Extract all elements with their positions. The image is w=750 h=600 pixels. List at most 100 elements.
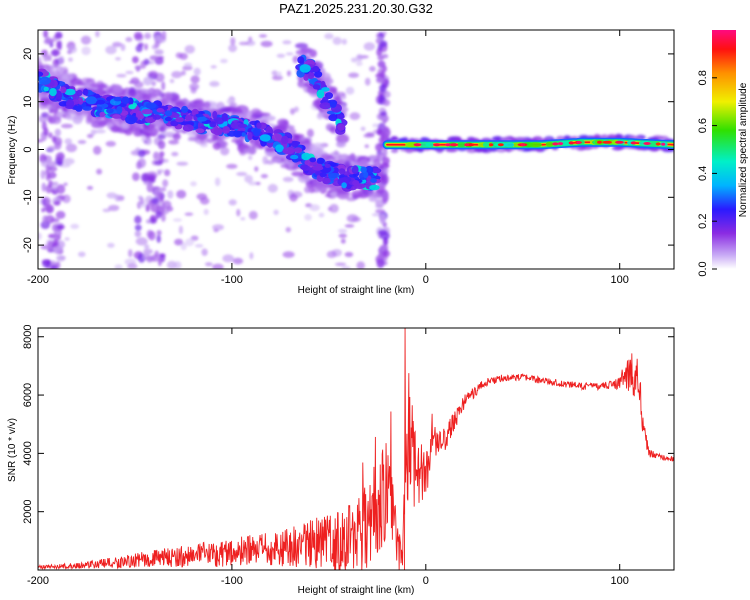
heatmap-cell xyxy=(105,140,117,147)
heatmap-cell xyxy=(358,159,369,167)
heatmap-cell xyxy=(98,120,107,127)
heatmap-cell xyxy=(245,40,256,46)
heatmap-cell xyxy=(161,213,166,222)
heatmap-cell xyxy=(81,46,91,56)
heatmap-cell xyxy=(341,38,347,45)
heatmap-cell xyxy=(64,237,70,241)
heatmap-cell xyxy=(76,89,83,97)
heatmap-cell xyxy=(306,128,314,138)
heatmap-cell xyxy=(290,108,295,115)
heatmap-cell xyxy=(378,115,388,121)
colorbar-tick-label: 0.2 xyxy=(697,214,709,229)
heatmap-cell xyxy=(169,78,175,84)
heatmap-cell xyxy=(114,264,123,269)
heatmap-cell xyxy=(236,208,241,217)
heatmap-cell xyxy=(382,179,389,184)
heatmap-cell xyxy=(48,180,53,188)
heatmap-cell xyxy=(190,235,199,241)
heatmap-cell xyxy=(334,262,347,266)
heatmap-cell xyxy=(285,227,291,233)
heatmap-cell xyxy=(271,133,283,142)
heatmap-cell xyxy=(319,72,331,82)
heatmap-cell xyxy=(433,143,441,147)
heatmap-cell xyxy=(162,131,175,136)
heatmap-cell xyxy=(164,116,172,122)
heatmap-cell xyxy=(182,124,194,132)
heatmap-cell xyxy=(158,253,166,258)
heatmap-cell xyxy=(615,140,624,144)
heatmap-cell xyxy=(38,56,42,62)
heatmap-cell xyxy=(157,191,163,200)
heatmap-cell xyxy=(282,251,295,258)
heatmap-cell xyxy=(212,111,218,119)
heatmap-cell xyxy=(66,115,75,121)
heatmap-cell xyxy=(376,130,386,135)
heatmap-cell xyxy=(383,79,388,85)
heatmap-cell xyxy=(243,147,257,155)
heatmap-cell xyxy=(293,147,303,154)
heatmap-cell xyxy=(162,179,169,188)
heatmap-cell xyxy=(371,167,382,174)
heatmap-cell xyxy=(282,176,294,182)
heatmap-cell xyxy=(116,73,127,78)
heatmap-cell xyxy=(273,209,279,215)
heatmap-cell xyxy=(156,230,162,236)
heatmap-cell xyxy=(328,114,339,122)
chart-title: PAZ1.2025.231.20.30.G32 xyxy=(279,1,433,16)
heatmap-cell xyxy=(375,199,385,208)
heatmap-cell xyxy=(377,36,383,42)
heatmap-cell xyxy=(112,41,123,48)
heatmap-cell xyxy=(382,250,390,258)
heatmap-cell xyxy=(277,71,282,78)
heatmap-cell xyxy=(157,133,166,140)
heatmap-cell xyxy=(60,123,73,129)
heatmap-cell xyxy=(377,56,385,61)
heatmap-cell xyxy=(179,52,188,60)
y-tick-label: 4000 xyxy=(22,441,34,465)
heatmap-cell xyxy=(125,115,137,125)
heatmap-cell xyxy=(320,80,326,89)
heatmap-cell xyxy=(184,45,195,54)
heatmap-cell xyxy=(40,169,46,180)
y-tick-label: 20 xyxy=(22,48,34,60)
heatmap-cell xyxy=(301,152,311,161)
heatmap-cell xyxy=(381,156,390,165)
heatmap-cell xyxy=(146,183,154,193)
heatmap-cell xyxy=(344,224,355,228)
heatmap-cell xyxy=(281,135,289,145)
heatmap-cell xyxy=(256,122,262,129)
heatmap-cell xyxy=(260,40,273,48)
heatmap-cell xyxy=(195,102,206,109)
heatmap-cell xyxy=(72,115,83,125)
heatmap-cell xyxy=(322,177,331,185)
heatmap-cell xyxy=(57,224,65,230)
heatmap-cell xyxy=(128,249,133,258)
heatmap-cell xyxy=(55,152,65,161)
heatmap-cell xyxy=(232,257,244,265)
heatmap-cell xyxy=(127,263,138,269)
heatmap-cell xyxy=(203,208,209,215)
heatmap-cell xyxy=(327,206,333,212)
heatmap-cell xyxy=(148,70,158,77)
heatmap-cell xyxy=(230,37,236,46)
heatmap-cell xyxy=(349,112,361,120)
heatmap-cell xyxy=(236,172,248,176)
heatmap-cell xyxy=(41,259,51,265)
heatmap-cell xyxy=(335,133,350,144)
heatmap-cell xyxy=(153,35,161,43)
heatmap-cell xyxy=(369,192,381,198)
heatmap-cell xyxy=(364,77,371,86)
heatmap-cell xyxy=(324,33,334,40)
heatmap-cell xyxy=(164,169,171,177)
heatmap-cell xyxy=(271,70,278,76)
heatmap-cell xyxy=(378,213,386,221)
heatmap-cell xyxy=(93,145,102,155)
heatmap-cell xyxy=(152,114,162,120)
heatmap-cell xyxy=(210,65,217,69)
heatmap-cell xyxy=(363,171,369,179)
heatmap-cell xyxy=(241,132,247,137)
heatmap-cell xyxy=(146,255,154,263)
heatmap-cell xyxy=(38,76,51,85)
heatmap-cell xyxy=(309,157,317,163)
colorbar-label: Normalized spectral amplitude xyxy=(738,82,749,217)
